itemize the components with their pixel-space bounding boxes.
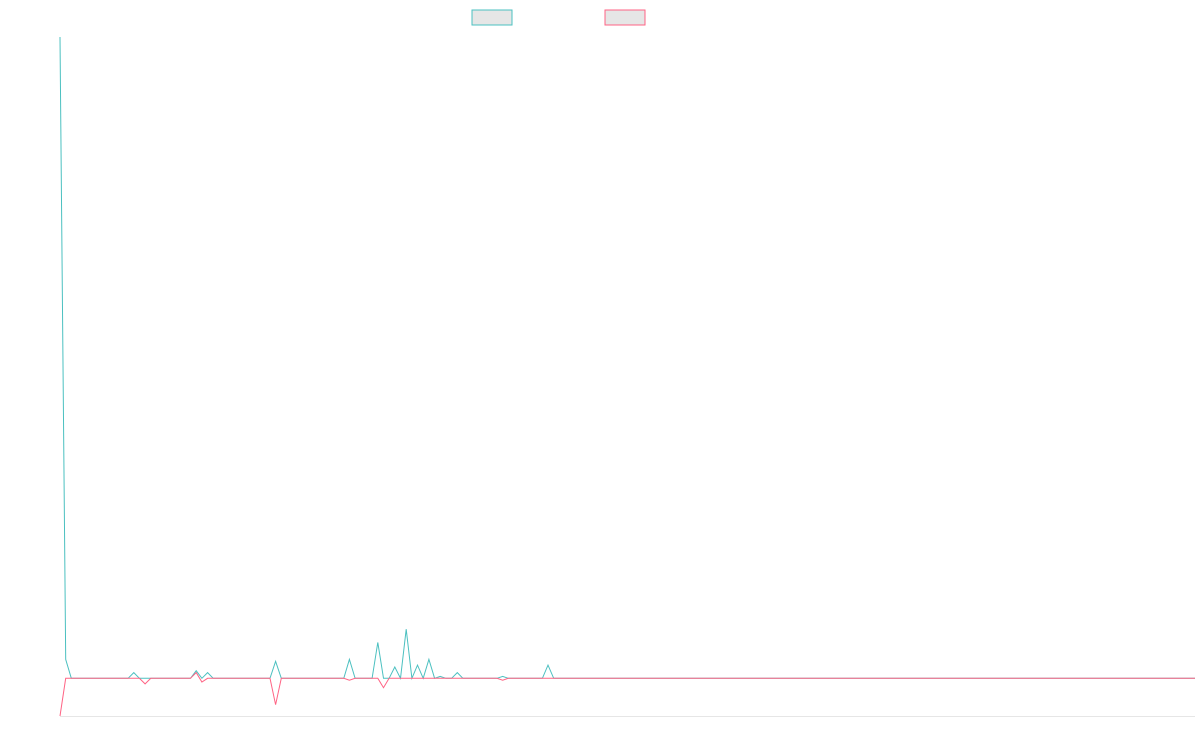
legend-item-2[interactable] [604,9,646,26]
legend-item-1[interactable] [471,9,513,26]
legend [471,9,646,26]
series-line-1 [59,36,1195,681]
series-line-2 [59,671,1195,717]
legend-swatch-1[interactable] [471,9,513,26]
series-layer [59,36,1195,717]
legend-swatch-2[interactable] [604,9,646,26]
